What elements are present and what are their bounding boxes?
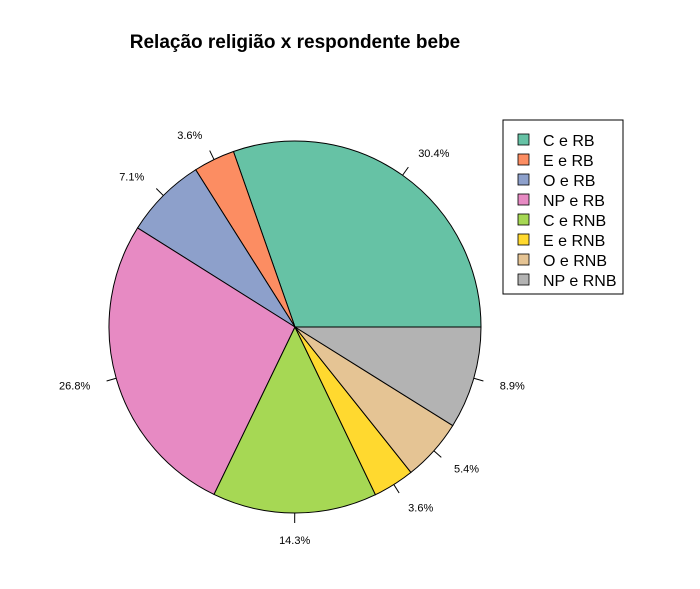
label-tick xyxy=(473,377,484,382)
label-tick xyxy=(402,166,409,176)
legend-swatch-c-e-rnb xyxy=(517,213,530,226)
pie-slice-np-e-rnb xyxy=(293,326,482,427)
legend: C e RB E e RB O e RB NP e RB C e RNB E e RNB O… xyxy=(502,119,624,295)
slice-percent-label: 3.6% xyxy=(408,502,433,514)
legend-label-o-e-rb: O e RB xyxy=(543,173,595,190)
label-tick xyxy=(155,188,164,196)
label-tick xyxy=(209,150,215,160)
legend-label-np-e-rb: NP e RB xyxy=(543,193,605,210)
legend-swatch-o-e-rnb xyxy=(517,253,530,266)
chart-title: Relação religião x respondente bebe xyxy=(130,32,461,53)
slice-percent-label: 3.6% xyxy=(177,130,202,142)
legend-label-c-e-rb: C e RB xyxy=(543,133,595,150)
legend-label-np-e-rnb: NP e RNB xyxy=(543,273,617,290)
legend-swatch-e-e-rb xyxy=(517,153,530,166)
legend-label-o-e-rnb: O e RNB xyxy=(543,253,607,270)
slice-percent-label: 8.9% xyxy=(500,381,525,393)
slice-percent-label: 7.1% xyxy=(119,172,144,184)
legend-swatch-np-e-rnb xyxy=(517,273,530,286)
slice-percent-label: 5.4% xyxy=(454,464,479,476)
pie-labels: 30.4% 3.6% 7.1% 26.8% 14.3% 3.6% 5.4% 8.9% xyxy=(59,130,525,547)
legend-swatch-e-e-rnb xyxy=(517,233,530,246)
legend-swatch-c-e-rb xyxy=(517,133,530,146)
label-tick xyxy=(433,450,442,458)
legend-swatch-o-e-rb xyxy=(517,173,530,186)
pie-slice-np-e-rb xyxy=(108,227,296,496)
pie-slice-c-e-rnb xyxy=(213,325,377,514)
legend-label-c-e-rnb: C e RNB xyxy=(543,213,606,230)
label-tick xyxy=(393,484,400,494)
legend-label-e-e-rnb: E e RNB xyxy=(543,233,605,250)
slice-percent-label: 30.4% xyxy=(418,148,449,160)
legend-swatch-np-e-rb xyxy=(517,193,530,206)
slice-percent-label: 14.3% xyxy=(279,535,310,547)
legend-label-e-e-rb: E e RB xyxy=(543,153,594,170)
label-tick xyxy=(106,377,117,382)
pie-slices xyxy=(108,140,482,514)
slice-percent-label: 26.8% xyxy=(59,381,90,393)
